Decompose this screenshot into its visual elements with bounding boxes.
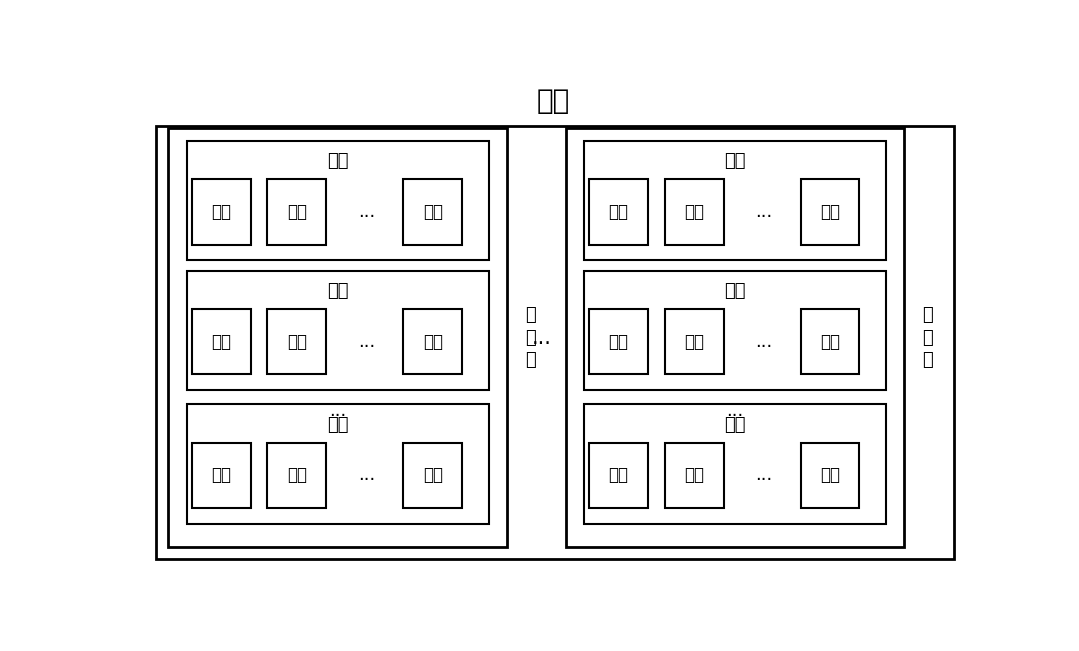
Text: ...: ... <box>358 467 375 484</box>
Text: 应用: 应用 <box>287 333 306 350</box>
Text: ...: ... <box>358 202 375 221</box>
FancyBboxPatch shape <box>801 309 859 374</box>
Text: 应用: 应用 <box>287 467 306 484</box>
FancyBboxPatch shape <box>404 309 462 374</box>
Text: 应用: 应用 <box>211 333 231 350</box>
FancyBboxPatch shape <box>187 271 489 390</box>
FancyBboxPatch shape <box>665 179 724 245</box>
FancyBboxPatch shape <box>155 126 954 559</box>
Text: 容器: 容器 <box>724 152 746 170</box>
Text: 应用: 应用 <box>423 202 442 221</box>
FancyBboxPatch shape <box>192 179 251 245</box>
FancyBboxPatch shape <box>565 128 904 547</box>
Text: 应用: 应用 <box>609 333 629 350</box>
Text: 容
器
组: 容 器 组 <box>923 307 933 368</box>
Text: 节点: 节点 <box>536 87 570 115</box>
Text: 容器: 容器 <box>327 416 349 434</box>
Text: 应用: 应用 <box>684 202 705 221</box>
Text: 容器: 容器 <box>724 416 746 434</box>
Text: 应用: 应用 <box>609 467 629 484</box>
Text: 应用: 应用 <box>684 333 705 350</box>
Text: 应用: 应用 <box>684 467 705 484</box>
FancyBboxPatch shape <box>801 443 859 508</box>
FancyBboxPatch shape <box>192 443 251 508</box>
Text: ...: ... <box>329 402 346 420</box>
FancyBboxPatch shape <box>584 271 886 390</box>
Text: 容器: 容器 <box>327 282 349 300</box>
FancyBboxPatch shape <box>801 179 859 245</box>
Text: 应用: 应用 <box>820 333 839 350</box>
Text: 应用: 应用 <box>423 333 442 350</box>
FancyBboxPatch shape <box>168 128 507 547</box>
FancyBboxPatch shape <box>665 309 724 374</box>
FancyBboxPatch shape <box>268 179 326 245</box>
Text: 应用: 应用 <box>423 467 442 484</box>
FancyBboxPatch shape <box>268 443 326 508</box>
Text: 容
器
组: 容 器 组 <box>525 307 536 368</box>
FancyBboxPatch shape <box>187 404 489 524</box>
FancyBboxPatch shape <box>584 141 886 260</box>
Text: ...: ... <box>358 333 375 350</box>
Text: ...: ... <box>755 333 773 350</box>
Text: ...: ... <box>726 402 743 420</box>
Text: 应用: 应用 <box>609 202 629 221</box>
FancyBboxPatch shape <box>589 309 648 374</box>
Text: 容器: 容器 <box>327 152 349 170</box>
Text: ...: ... <box>532 327 552 348</box>
Text: ...: ... <box>755 202 773 221</box>
Text: 应用: 应用 <box>211 467 231 484</box>
FancyBboxPatch shape <box>192 309 251 374</box>
FancyBboxPatch shape <box>404 179 462 245</box>
FancyBboxPatch shape <box>665 443 724 508</box>
Text: ...: ... <box>755 467 773 484</box>
FancyBboxPatch shape <box>404 443 462 508</box>
FancyBboxPatch shape <box>268 309 326 374</box>
FancyBboxPatch shape <box>589 179 648 245</box>
FancyBboxPatch shape <box>584 404 886 524</box>
Text: 应用: 应用 <box>820 467 839 484</box>
FancyBboxPatch shape <box>187 141 489 260</box>
Text: 应用: 应用 <box>820 202 839 221</box>
FancyBboxPatch shape <box>589 443 648 508</box>
Text: 应用: 应用 <box>211 202 231 221</box>
Text: 应用: 应用 <box>287 202 306 221</box>
Text: 容器: 容器 <box>724 282 746 300</box>
